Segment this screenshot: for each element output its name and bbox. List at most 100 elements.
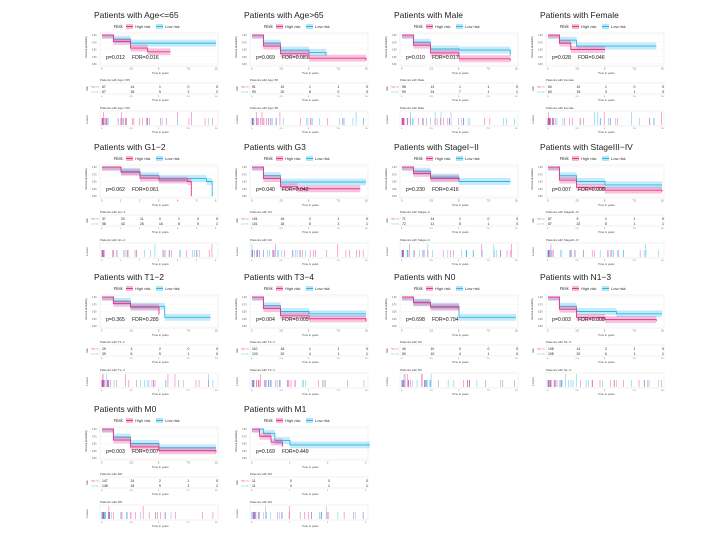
y-tick-label: 0.00 xyxy=(392,196,397,198)
risk-count-high: 11 xyxy=(252,479,256,483)
risk-table xyxy=(399,214,519,227)
x-tick-label: 0 xyxy=(251,128,253,130)
y-tick-label: 1.00 xyxy=(538,297,543,299)
x-tick-label: 5 xyxy=(458,200,460,203)
risk-count-high: 0 xyxy=(516,85,518,89)
y-tick-label: 0.25 xyxy=(92,57,97,59)
x-axis-label: Time in years xyxy=(452,392,469,396)
risk-count-high: 0 xyxy=(662,217,664,221)
x-tick-label: 3 xyxy=(158,200,160,203)
x-tick-label: 5 xyxy=(308,390,310,392)
legend-title: Risk xyxy=(264,286,273,291)
risk-table-title: Patients with Age<=65 xyxy=(100,78,130,82)
x-tick-label: 7.5 xyxy=(633,390,637,392)
high-risk-ci-band xyxy=(548,167,662,196)
panel-title: Patients with N1−3 xyxy=(540,272,611,282)
x-tick-label: 7.5 xyxy=(487,358,491,360)
risk-count-high: 0 xyxy=(197,217,199,221)
risk-count-high: 0 xyxy=(366,217,368,221)
y-tick-label: 0.75 xyxy=(392,42,397,44)
x-tick-label: 10 xyxy=(365,330,368,333)
risk-count-low: 34 xyxy=(131,484,135,488)
x-tick-label: 2.5 xyxy=(576,68,580,71)
risk-count-low: 1 xyxy=(366,352,368,356)
risk-table-title: Patients with Age>65 xyxy=(250,78,278,82)
y-tick-label: 0.50 xyxy=(392,50,397,52)
y-tick-label: 0.00 xyxy=(92,326,97,328)
x-tick-label: 10 xyxy=(365,96,368,98)
risk-table xyxy=(249,214,369,227)
x-tick-label: 10 xyxy=(365,68,368,71)
x-tick-label: 7.5 xyxy=(337,358,341,360)
risk-count-low: 72 xyxy=(402,222,406,226)
x-tick-label: 7.5 xyxy=(487,390,491,392)
legend-title: Risk xyxy=(114,24,123,29)
censor-plot xyxy=(249,242,369,259)
risk-table-title: Patients with G3 xyxy=(250,210,272,214)
risk-count-low: 2 xyxy=(338,222,340,226)
risk-count-low: 1 xyxy=(366,222,368,226)
x-tick-label: 2.5 xyxy=(130,390,134,392)
censor-axis-label: n.censor xyxy=(386,247,389,256)
x-tick-label: 7.5 xyxy=(337,390,341,392)
high-risk-survival-curve xyxy=(102,296,160,315)
risk-count-high: 14 xyxy=(431,217,435,221)
risk-count-high: 1 xyxy=(459,85,461,89)
risk-count-low: 39 xyxy=(102,352,106,356)
y-axis-label: Survival probability xyxy=(234,168,238,190)
x-tick-label: 2.5 xyxy=(576,358,580,360)
x-tick-label: 10 xyxy=(515,390,518,392)
x-tick-label: 7.5 xyxy=(337,228,341,230)
x-tick-label: 0 xyxy=(101,490,103,492)
risk-count-low: 24 xyxy=(431,90,435,94)
y-tick-label: 0.25 xyxy=(392,319,397,321)
x-tick-label: 5 xyxy=(308,128,310,130)
risk-count-high: 0 xyxy=(290,479,292,483)
x-tick-label: 0 xyxy=(547,228,549,230)
censor-plot-title: Patients with G1−2 xyxy=(100,238,126,242)
x-tick-label: 10 xyxy=(215,96,218,98)
risk-table-low-label: Low risk xyxy=(537,92,544,94)
x-axis-label: Time in years xyxy=(152,71,169,75)
risk-count-high: 1 xyxy=(634,217,636,221)
legend-title: Risk xyxy=(560,24,569,29)
x-tick-label: 5 xyxy=(458,68,460,71)
x-tick-label: 1 xyxy=(120,228,122,230)
risk-table-title: Patients with T1−2 xyxy=(100,340,125,344)
x-tick-label: 10 xyxy=(515,96,518,98)
risk-count-low: 5 xyxy=(159,352,161,356)
x-tick-label: 2.5 xyxy=(130,462,134,465)
panel-title: Patients with N0 xyxy=(394,272,456,282)
risk-table-strata-label: Risk xyxy=(386,348,389,353)
risk-count-high: 1 xyxy=(159,85,161,89)
risk-table-strata-label: Risk xyxy=(86,480,89,485)
risk-table-low-label: Low risk xyxy=(241,92,248,94)
x-tick-label: 5 xyxy=(604,68,606,71)
x-tick-label: 5 xyxy=(604,390,606,392)
x-tick-label: 2.5 xyxy=(430,330,434,333)
risk-table-low-label: Low risk xyxy=(391,224,398,226)
risk-count-high: 0 xyxy=(366,85,368,89)
risk-count-low: 5 xyxy=(459,222,461,226)
x-tick-label: 5 xyxy=(604,200,606,203)
risk-count-high: 67 xyxy=(102,85,106,89)
risk-table-strata-label: Risk xyxy=(86,218,89,223)
high-risk-survival-curve xyxy=(102,34,171,53)
risk-table-high-label: High risk xyxy=(91,87,99,89)
x-tick-label: 10 xyxy=(661,128,664,130)
risk-table-high-label: High risk xyxy=(537,349,545,351)
x-tick-label: 5 xyxy=(158,68,160,71)
x-tick-label: 2.5 xyxy=(130,96,134,98)
y-tick-label: 0.00 xyxy=(92,64,97,66)
legend-low-label: Low risk xyxy=(465,24,480,29)
risk-count-high: 13 xyxy=(431,85,435,89)
risk-count-low: 1 xyxy=(216,222,218,226)
risk-count-high: 16 xyxy=(281,347,285,351)
high-risk-ci-band xyxy=(102,429,216,456)
x-tick-label: 7.5 xyxy=(187,330,191,333)
risk-table-high-label: High risk xyxy=(537,219,545,221)
risk-count-high: 91 xyxy=(252,85,256,89)
x-tick-label: 0 xyxy=(547,260,549,262)
y-tick-label: 0.50 xyxy=(92,50,97,52)
x-tick-label: 7.5 xyxy=(187,390,191,392)
